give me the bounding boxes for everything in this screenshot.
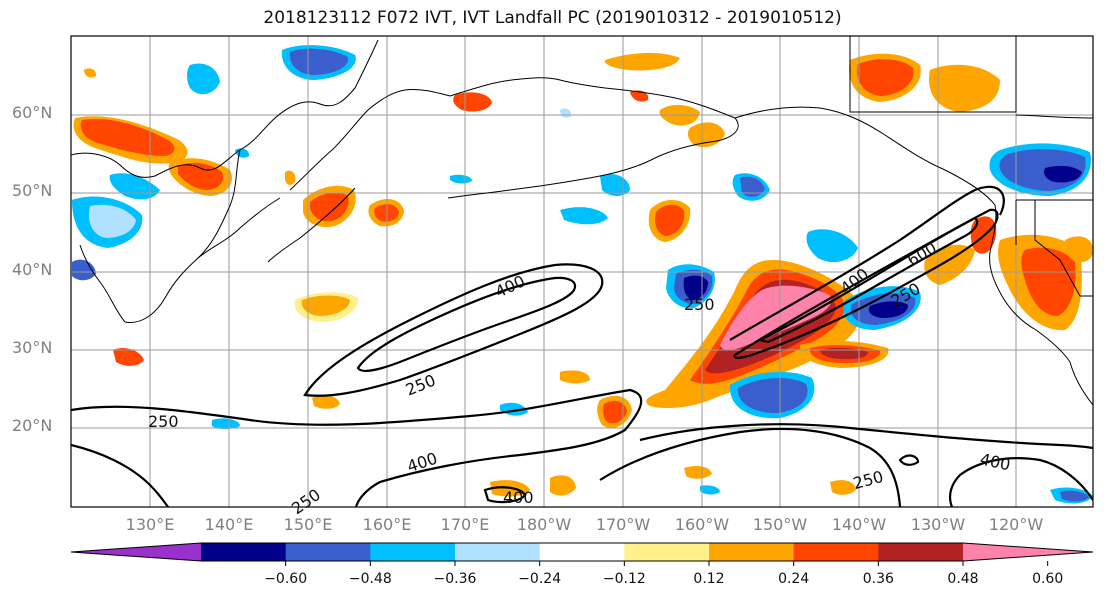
colorbar-box: [709, 543, 795, 561]
lon-label-170w: 170°W: [595, 515, 651, 534]
colorbar-box: [539, 543, 625, 561]
lat-label-50n: 50°N: [12, 181, 53, 200]
colorbar-box: [370, 543, 456, 561]
lat-label-20n: 20°N: [12, 416, 53, 435]
colorbar-tick-label: 0.24: [778, 571, 810, 587]
lon-label-130w: 130°W: [910, 515, 966, 534]
colorbar-tick-label: −0.24: [518, 571, 562, 587]
coastlines: [71, 36, 1093, 406]
colorbar-tick-label: −0.48: [348, 571, 392, 587]
colorbar-box: [285, 543, 371, 561]
colorbar: [70, 542, 1094, 566]
lon-label-140w: 140°W: [831, 515, 887, 534]
colorbar-box: [793, 543, 879, 561]
colorbar-tick-label: −0.12: [602, 571, 646, 587]
ivt-contours: [71, 185, 1093, 507]
contour-labels: 400 250 250 400 250 400 600 250 250 400 …: [148, 238, 1012, 518]
map-title: 2018123112 F072 IVT, IVT Landfall PC (20…: [263, 8, 842, 28]
colorbar-extend-low: [71, 543, 201, 561]
colorbar-tick-label: −0.60: [264, 571, 308, 587]
map-frame: [70, 35, 1094, 508]
lon-label-130e: 130°E: [125, 515, 175, 534]
colorbar-tick-label: 0.60: [1032, 571, 1064, 587]
lat-label-40n: 40°N: [12, 260, 53, 279]
contour-label-250-b: 250: [148, 412, 179, 431]
lon-label-120w: 120°W: [988, 515, 1044, 534]
colorbar-tick-label: 0.36: [862, 571, 894, 587]
colorbar-box: [201, 543, 287, 561]
lat-label-30n: 30°N: [12, 338, 53, 357]
colorbar-tick-label: −0.36: [433, 571, 477, 587]
lon-label-150w: 150°W: [752, 515, 808, 534]
lon-label-160w: 160°W: [674, 515, 730, 534]
colorbar-box: [878, 543, 964, 561]
lat-label-60n: 60°N: [12, 103, 53, 122]
lon-label-140e: 140°E: [204, 515, 254, 534]
colorbar-box: [624, 543, 710, 561]
lon-label-180w: 180°W: [516, 515, 572, 534]
colorbar-extend-high: [963, 543, 1093, 561]
colorbar-box: [455, 543, 541, 561]
colorbar-tick-label: 0.12: [693, 571, 725, 587]
lon-label-160e: 160°E: [362, 515, 412, 534]
contour-label-250-c: 250: [684, 295, 715, 314]
colorbar-tick-label: 0.48: [947, 571, 979, 587]
contour-label-400-e: 400: [503, 488, 534, 507]
lon-label-150e: 150°E: [283, 515, 333, 534]
colorbar-outline: [70, 542, 1094, 562]
lon-label-170e: 170°E: [440, 515, 490, 534]
